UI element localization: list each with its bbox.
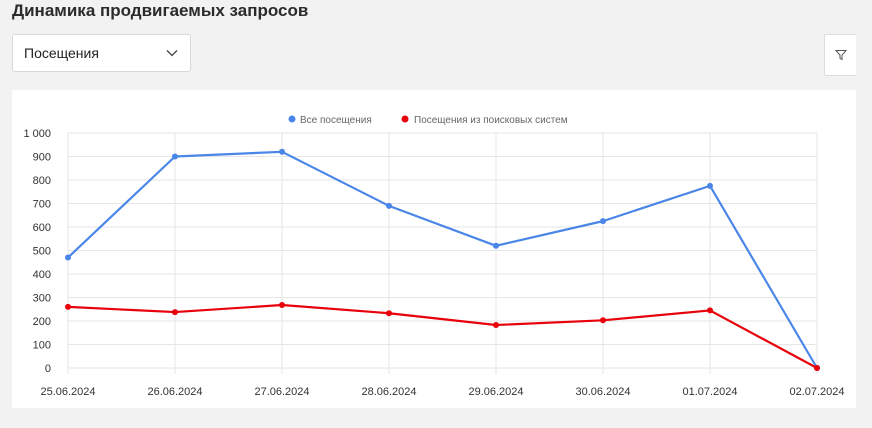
data-point <box>493 242 499 249</box>
legend-marker <box>288 115 296 123</box>
series-line <box>67 150 818 369</box>
data-point <box>386 310 392 317</box>
data-point <box>600 317 606 324</box>
line-chart: 0 100 200 300 400 500 600 700 800 900 1 000 25.06.2… <box>23 115 844 398</box>
x-tick-label: 26.06.2024 <box>147 386 202 398</box>
x-tick-label: 28.06.2024 <box>361 386 416 398</box>
y-tick-label: 300 <box>33 293 51 305</box>
page-title: Динамика продвигаемых запросов <box>12 1 309 20</box>
y-tick-label: 900 <box>33 152 51 164</box>
y-tick-label: 0 <box>45 363 51 375</box>
data-point <box>279 148 285 155</box>
y-tick-label: 400 <box>33 269 51 281</box>
legend-marker <box>401 115 409 123</box>
data-point <box>814 365 820 371</box>
y-tick-label: 100 <box>33 340 51 352</box>
x-tick-label: 29.06.2024 <box>468 386 523 398</box>
y-tick-label: 700 <box>33 199 51 211</box>
data-point <box>65 254 71 261</box>
y-tick-label: 500 <box>33 246 51 258</box>
chart-card: 0 100 200 300 400 500 600 700 800 900 1 000 25.06.2… <box>12 90 856 408</box>
data-point <box>707 182 713 189</box>
legend-label: Посещения из поисковых систем <box>414 115 568 126</box>
data-point <box>279 302 285 309</box>
metric-select-value: Посещения <box>24 45 99 61</box>
x-tick-label: 27.06.2024 <box>254 386 309 398</box>
y-tick-label: 800 <box>33 175 51 187</box>
y-tick-label: 600 <box>33 222 51 234</box>
chevron-down-icon <box>166 50 178 57</box>
legend-label: Все посещения <box>300 115 372 126</box>
filter-icon <box>834 50 847 61</box>
filter-button[interactable] <box>824 34 856 76</box>
x-tick-label: 02.07.2024 <box>789 386 844 398</box>
data-point <box>707 307 713 314</box>
data-point <box>172 309 178 316</box>
data-point <box>386 202 392 209</box>
data-point <box>65 303 71 310</box>
x-tick-label: 01.07.2024 <box>682 386 737 398</box>
x-tick-label: 25.06.2024 <box>40 386 95 398</box>
data-point <box>172 153 178 160</box>
series-line <box>67 303 818 369</box>
metric-select[interactable]: Посещения <box>12 34 191 72</box>
y-tick-label: 1 000 <box>23 128 51 140</box>
data-point <box>493 321 499 328</box>
y-tick-label: 200 <box>33 316 51 328</box>
x-tick-label: 30.06.2024 <box>575 386 630 398</box>
data-point <box>600 218 606 225</box>
